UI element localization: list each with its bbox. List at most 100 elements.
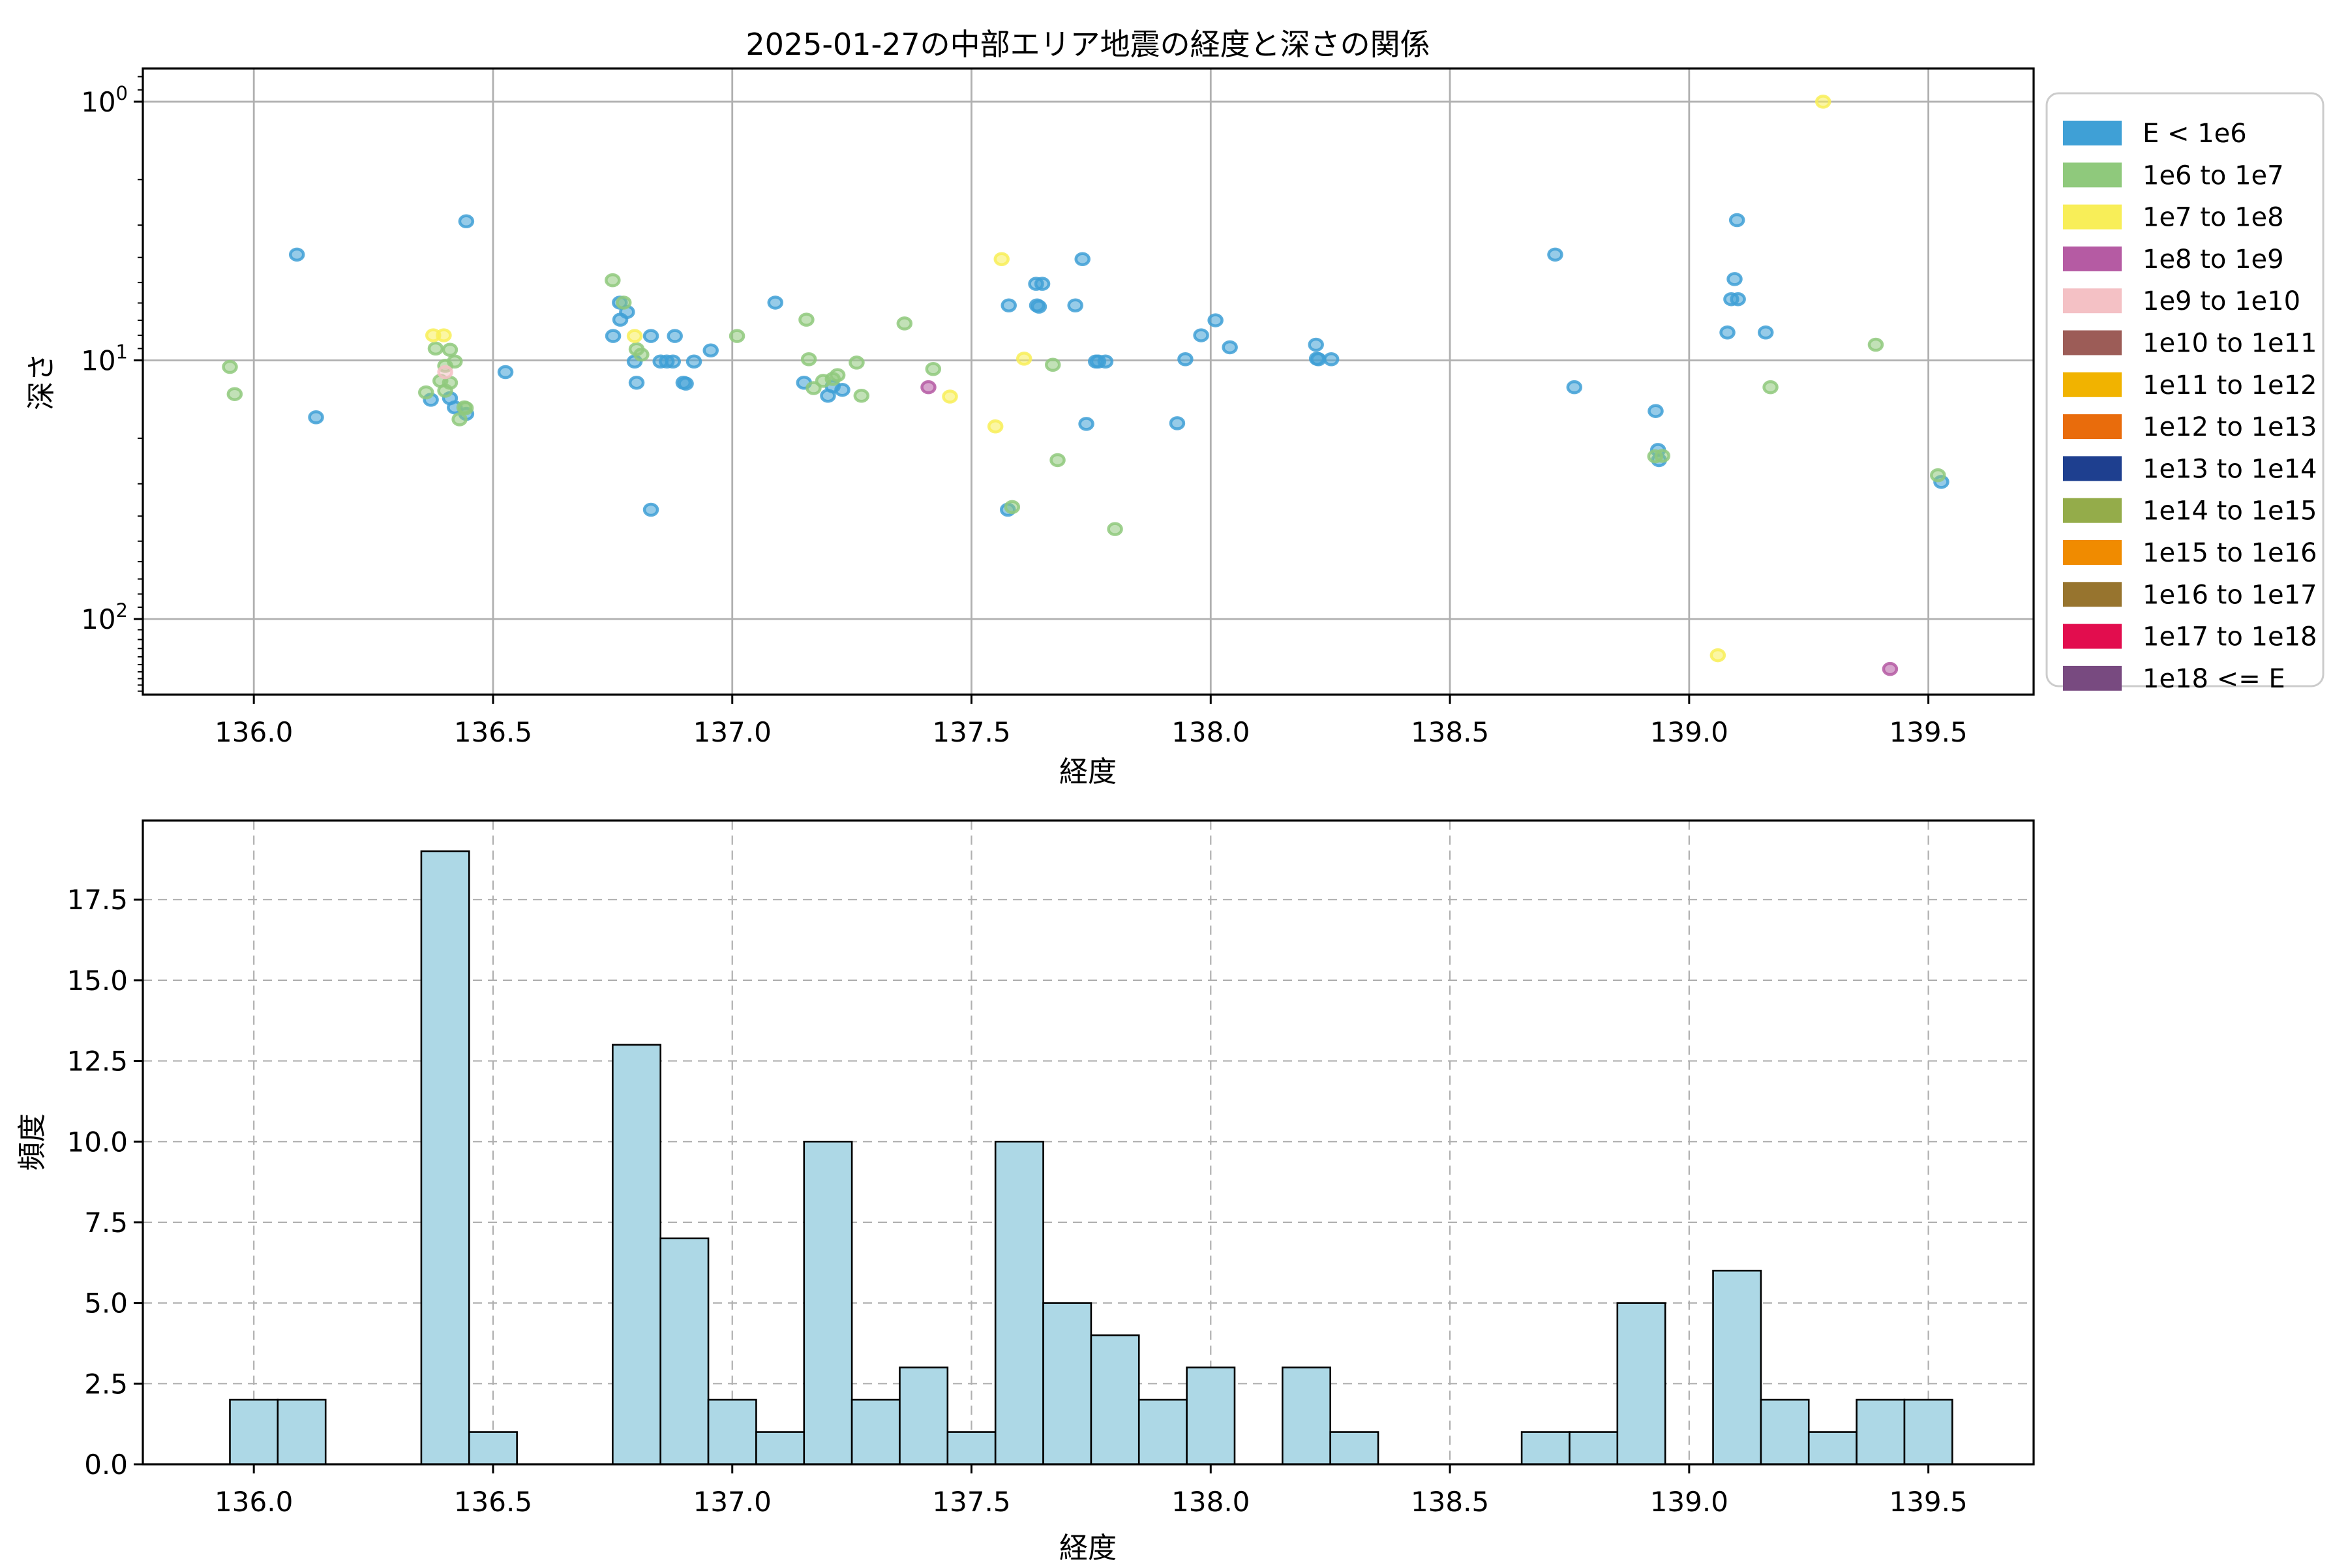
scatter-point [1654,449,1671,463]
scatter-point [824,372,841,386]
scatter-point [1049,453,1066,468]
legend-item-label: 1e6 to 1e7 [2143,160,2284,190]
legend-item-label: 1e11 to 1e12 [2143,370,2317,400]
scatter-plot: 136.0 136.5 137.0 137.5 138.0 138.5 139.0 139.5… [25,67,2035,789]
scatter-point [308,410,324,425]
scatter-spines [142,67,2035,696]
histogram-bar [1903,1398,1953,1466]
legend-item: 1e17 to 1e18 [2063,622,2317,652]
legend-swatch-icon [2063,372,2122,397]
legend-swatch-icon [2063,498,2122,523]
histogram-bar [1090,1334,1140,1466]
histogram-bar [1137,1398,1188,1466]
legend-item-label: E < 1e6 [2143,119,2247,149]
legend-item: 1e13 to 1e14 [2063,454,2317,484]
legend-item: 1e12 to 1e13 [2063,412,2317,442]
scatter-point [1730,292,1746,307]
x-tick-label: 137.0 [693,1486,772,1518]
histogram-bar [1520,1431,1571,1466]
scatter-point [993,252,1010,267]
x-tick-label: 139.5 [1889,716,1967,748]
scatter-point [1044,357,1061,372]
legend-item: 1e7 to 1e8 [2063,203,2284,233]
scatter-point [667,329,683,343]
histogram-bar [1856,1398,1906,1466]
scatter-point [1719,325,1736,340]
x-tick-label: 139.0 [1650,716,1728,748]
scatter-point [920,380,937,395]
histogram-bar [1712,1269,1762,1466]
y-tick-label: 102 [81,599,128,635]
legend-item: 1e14 to 1e15 [2063,496,2317,526]
x-tick-label: 136.0 [215,1486,293,1518]
scatter-yaxis-label: 深さ [25,353,58,410]
scatter-point [226,387,243,401]
scatter-point [427,341,444,356]
legend-item: 1e9 to 1e10 [2063,286,2300,316]
scatter-point [1728,213,1745,228]
scatter-point [853,388,870,403]
scatter-point [1177,352,1194,367]
scatter-point [1031,299,1047,314]
scatter-point [1867,337,1884,352]
legend-swatch-icon [2063,540,2122,565]
x-tick-label: 137.5 [932,1486,1010,1518]
legend-swatch-icon [2063,330,2122,355]
histogram-tick-labels: 136.0 136.5 137.0 137.5 138.0 138.5 139.0 139.5… [67,884,1967,1518]
y-tick-label: 12.5 [67,1046,128,1078]
histogram-bar [1760,1398,1810,1466]
y-tick-label: 0.0 [84,1449,128,1481]
scatter-point [1004,500,1021,515]
histogram-bar [1186,1366,1236,1466]
scatter-point [628,376,645,390]
x-tick-label: 137.5 [932,716,1010,748]
legend-swatch-icon [2063,665,2122,691]
x-tick-label: 138.0 [1171,1486,1250,1518]
histogram-bar [1616,1302,1666,1466]
legend-item: 1e10 to 1e11 [2063,329,2317,359]
legend-item: 1e15 to 1e16 [2063,538,2317,568]
y-tick-label: 100 [81,82,128,118]
scatter-point [1709,648,1726,663]
legend-item-label: 1e16 to 1e17 [2143,580,2317,610]
scatter-point [1566,380,1583,395]
scatter-point [665,354,682,369]
scatter-point [800,352,817,367]
scatter-point [1323,352,1340,367]
legend-swatch-icon [2063,162,2122,188]
legend-swatch-icon [2063,121,2122,145]
scatter-point [896,316,913,331]
histogram-bar [229,1398,279,1466]
histogram-xaxis-label: 経度 [1059,1531,1117,1565]
legend-item-label: 1e10 to 1e11 [2143,329,2317,359]
scatter-point [1882,661,1899,676]
legend-item: 1e16 to 1e17 [2063,580,2317,610]
legend-item-label: 1e9 to 1e10 [2143,286,2300,316]
scatter-point [1648,404,1664,418]
y-tick-label: 10.0 [67,1126,128,1158]
legend-swatch-icon [2063,456,2122,481]
histogram-bar [468,1431,518,1466]
legend-swatch-icon [2063,204,2122,230]
scatter-point [1207,313,1224,327]
legend-item: 1e6 to 1e7 [2063,160,2284,190]
histogram-bar [803,1140,853,1466]
legend-item: 1e18 <= E [2063,664,2285,694]
legend-box [2045,92,2325,687]
scatter-point [1757,325,1774,340]
histogram-bar [1282,1366,1331,1466]
scatter-point [1001,298,1017,312]
legend-swatch-icon [2063,582,2122,607]
scatter-point [436,328,452,342]
scatter-point [685,354,702,369]
scatter-point [288,247,305,262]
legend-item-label: 1e7 to 1e8 [2143,203,2284,233]
scatter-point [1762,380,1779,395]
scatter-point [805,381,822,395]
scatter-point [1308,352,1325,366]
histogram-bar [850,1398,901,1466]
histogram-ticks [134,898,1930,1473]
scatter-tick-labels: 136.0 136.5 137.0 137.5 138.0 138.5 139.0 139.5… [81,82,1968,748]
x-tick-label: 138.5 [1411,716,1489,748]
legend-item-label: 1e17 to 1e18 [2143,622,2317,652]
